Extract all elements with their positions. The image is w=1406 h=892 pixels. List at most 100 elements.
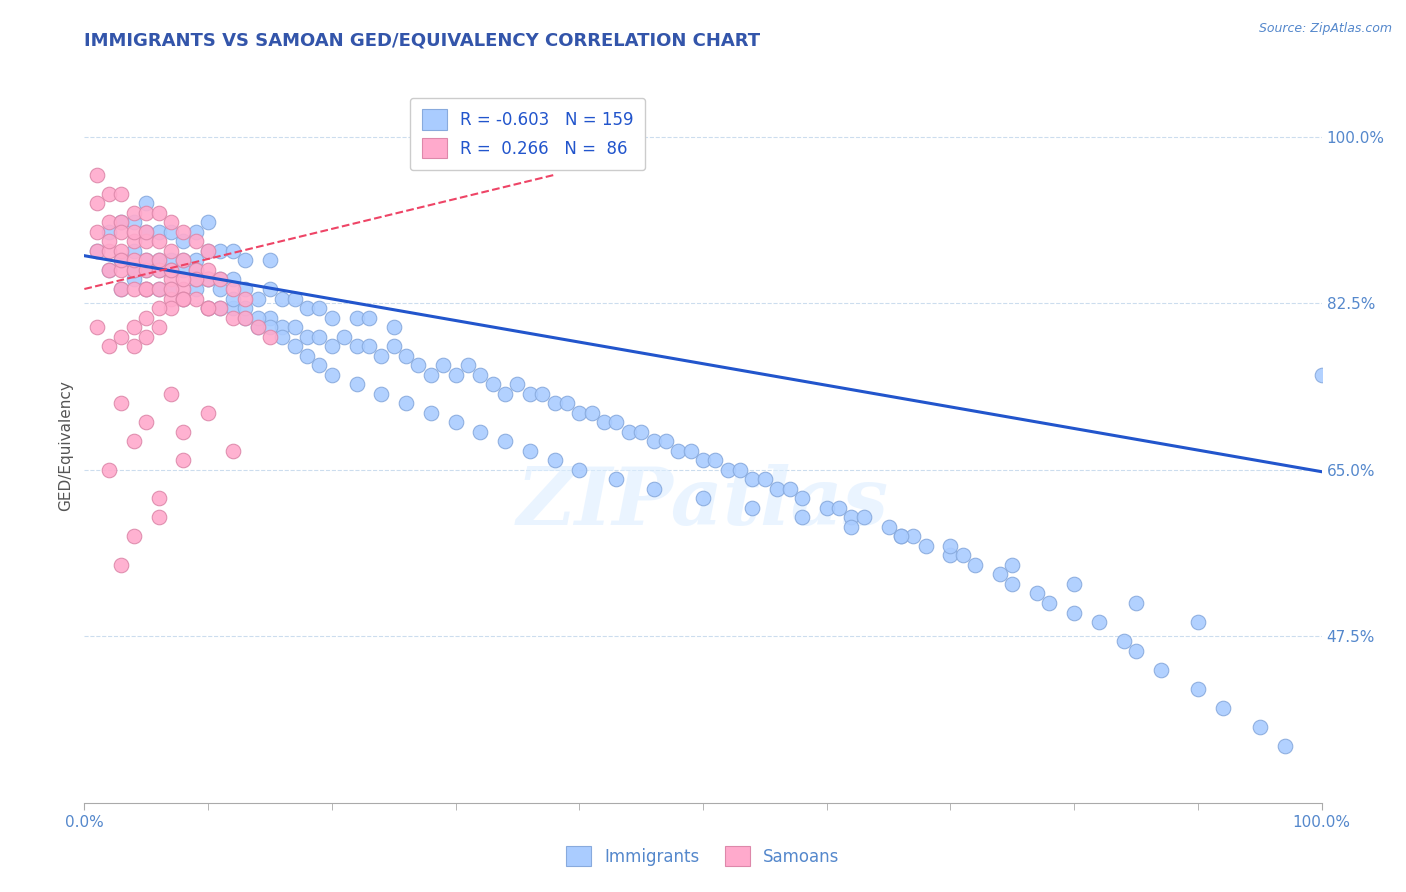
Point — [122, 244, 145, 258]
Point — [209, 282, 232, 296]
Point — [259, 329, 281, 343]
Point — [741, 472, 763, 486]
Point — [184, 253, 207, 268]
Point — [122, 206, 145, 220]
Point — [952, 549, 974, 563]
Point — [86, 196, 108, 211]
Point — [86, 168, 108, 182]
Point — [98, 339, 121, 353]
Point — [184, 263, 207, 277]
Point — [890, 529, 912, 543]
Point — [172, 272, 194, 286]
Point — [160, 253, 183, 268]
Point — [295, 301, 318, 315]
Point — [1249, 720, 1271, 734]
Point — [98, 225, 121, 239]
Point — [209, 272, 232, 286]
Point — [543, 396, 565, 410]
Point — [172, 282, 194, 296]
Point — [222, 272, 245, 286]
Point — [766, 482, 789, 496]
Point — [110, 282, 132, 296]
Point — [148, 253, 170, 268]
Text: IMMIGRANTS VS SAMOAN GED/EQUIVALENCY CORRELATION CHART: IMMIGRANTS VS SAMOAN GED/EQUIVALENCY COR… — [84, 31, 761, 49]
Point — [184, 263, 207, 277]
Point — [408, 358, 430, 372]
Point — [419, 406, 441, 420]
Point — [209, 244, 232, 258]
Point — [965, 558, 987, 572]
Y-axis label: GED/Equivalency: GED/Equivalency — [58, 381, 73, 511]
Point — [172, 263, 194, 277]
Point — [939, 539, 962, 553]
Point — [197, 263, 219, 277]
Point — [233, 301, 256, 315]
Point — [704, 453, 727, 467]
Point — [444, 415, 467, 429]
Point — [308, 358, 330, 372]
Point — [1212, 700, 1234, 714]
Point — [939, 549, 962, 563]
Point — [197, 215, 219, 229]
Point — [568, 463, 591, 477]
Point — [643, 434, 665, 449]
Point — [135, 235, 157, 249]
Point — [172, 453, 194, 467]
Point — [841, 510, 863, 524]
Point — [1063, 577, 1085, 591]
Point — [122, 215, 145, 229]
Point — [122, 235, 145, 249]
Point — [86, 320, 108, 334]
Point — [197, 272, 219, 286]
Point — [790, 491, 813, 506]
Point — [741, 500, 763, 515]
Point — [617, 425, 640, 439]
Point — [148, 263, 170, 277]
Point — [1001, 577, 1024, 591]
Point — [357, 339, 380, 353]
Point — [148, 253, 170, 268]
Point — [160, 263, 183, 277]
Point — [148, 510, 170, 524]
Point — [1125, 596, 1147, 610]
Point — [346, 339, 368, 353]
Point — [197, 272, 219, 286]
Point — [382, 339, 405, 353]
Point — [494, 434, 516, 449]
Point — [271, 320, 294, 334]
Point — [197, 301, 219, 315]
Point — [135, 415, 157, 429]
Point — [110, 329, 132, 343]
Point — [1112, 634, 1135, 648]
Point — [160, 263, 183, 277]
Point — [841, 520, 863, 534]
Point — [197, 301, 219, 315]
Point — [222, 282, 245, 296]
Point — [98, 263, 121, 277]
Point — [222, 443, 245, 458]
Point — [679, 443, 702, 458]
Point — [172, 253, 194, 268]
Point — [160, 292, 183, 306]
Point — [222, 301, 245, 315]
Point — [160, 386, 183, 401]
Point — [197, 244, 219, 258]
Point — [321, 339, 343, 353]
Point — [494, 386, 516, 401]
Point — [333, 329, 356, 343]
Point — [457, 358, 479, 372]
Point — [233, 292, 256, 306]
Point — [828, 500, 851, 515]
Point — [135, 282, 157, 296]
Point — [233, 310, 256, 325]
Point — [308, 329, 330, 343]
Point — [1150, 663, 1173, 677]
Point — [135, 329, 157, 343]
Point — [110, 215, 132, 229]
Point — [110, 396, 132, 410]
Point — [321, 310, 343, 325]
Point — [98, 186, 121, 201]
Point — [86, 244, 108, 258]
Point — [543, 453, 565, 467]
Point — [184, 225, 207, 239]
